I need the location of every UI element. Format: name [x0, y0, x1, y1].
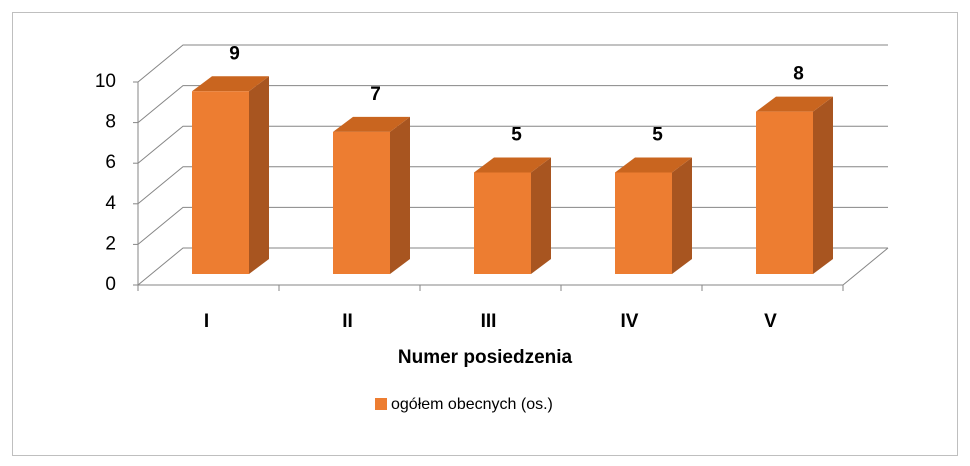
bar-side: [249, 76, 269, 274]
x-tick-label: III: [481, 311, 497, 332]
bar-top: [615, 157, 692, 173]
x-tick-label: I: [204, 311, 209, 332]
bar-side: [813, 96, 833, 274]
x-tick-label: II: [342, 311, 353, 332]
bar: [615, 157, 692, 274]
bar-top: [474, 157, 551, 173]
legend-label: ogółem obecnych (os.): [391, 396, 553, 413]
bar: [474, 157, 551, 274]
x-tick-label: IV: [621, 311, 639, 332]
bar-side: [390, 116, 410, 275]
bar-top: [756, 96, 833, 112]
bar-side: [672, 157, 692, 274]
bar: [333, 116, 410, 275]
bar-top: [192, 76, 269, 92]
bar-front: [756, 111, 813, 274]
y-tick-label: 6: [105, 152, 116, 173]
y-tick-label: 10: [95, 71, 116, 92]
bar-front: [474, 172, 531, 274]
y-tick-label: 2: [105, 233, 116, 254]
bar-front: [192, 91, 249, 274]
data-label: 7: [370, 84, 381, 105]
bar: [192, 76, 269, 274]
bar: [756, 96, 833, 274]
grid-line: [137, 125, 888, 164]
data-label: 5: [652, 125, 663, 146]
data-label: 9: [229, 43, 240, 64]
x-axis-title: Numer posiedzenia: [398, 347, 573, 368]
grid-line: [137, 44, 888, 83]
data-label: 5: [511, 125, 522, 146]
y-tick-label: 0: [105, 274, 116, 295]
bar-front: [333, 131, 390, 274]
bar-top: [333, 116, 410, 132]
x-tick-label: V: [764, 311, 777, 332]
y-tick-label: 4: [105, 193, 116, 214]
bar-front: [615, 172, 672, 274]
data-label: 8: [793, 64, 804, 85]
y-tick-label: 8: [105, 112, 116, 133]
legend-swatch: [375, 398, 387, 410]
grid-line: [137, 85, 888, 123]
bar-side: [531, 157, 551, 274]
